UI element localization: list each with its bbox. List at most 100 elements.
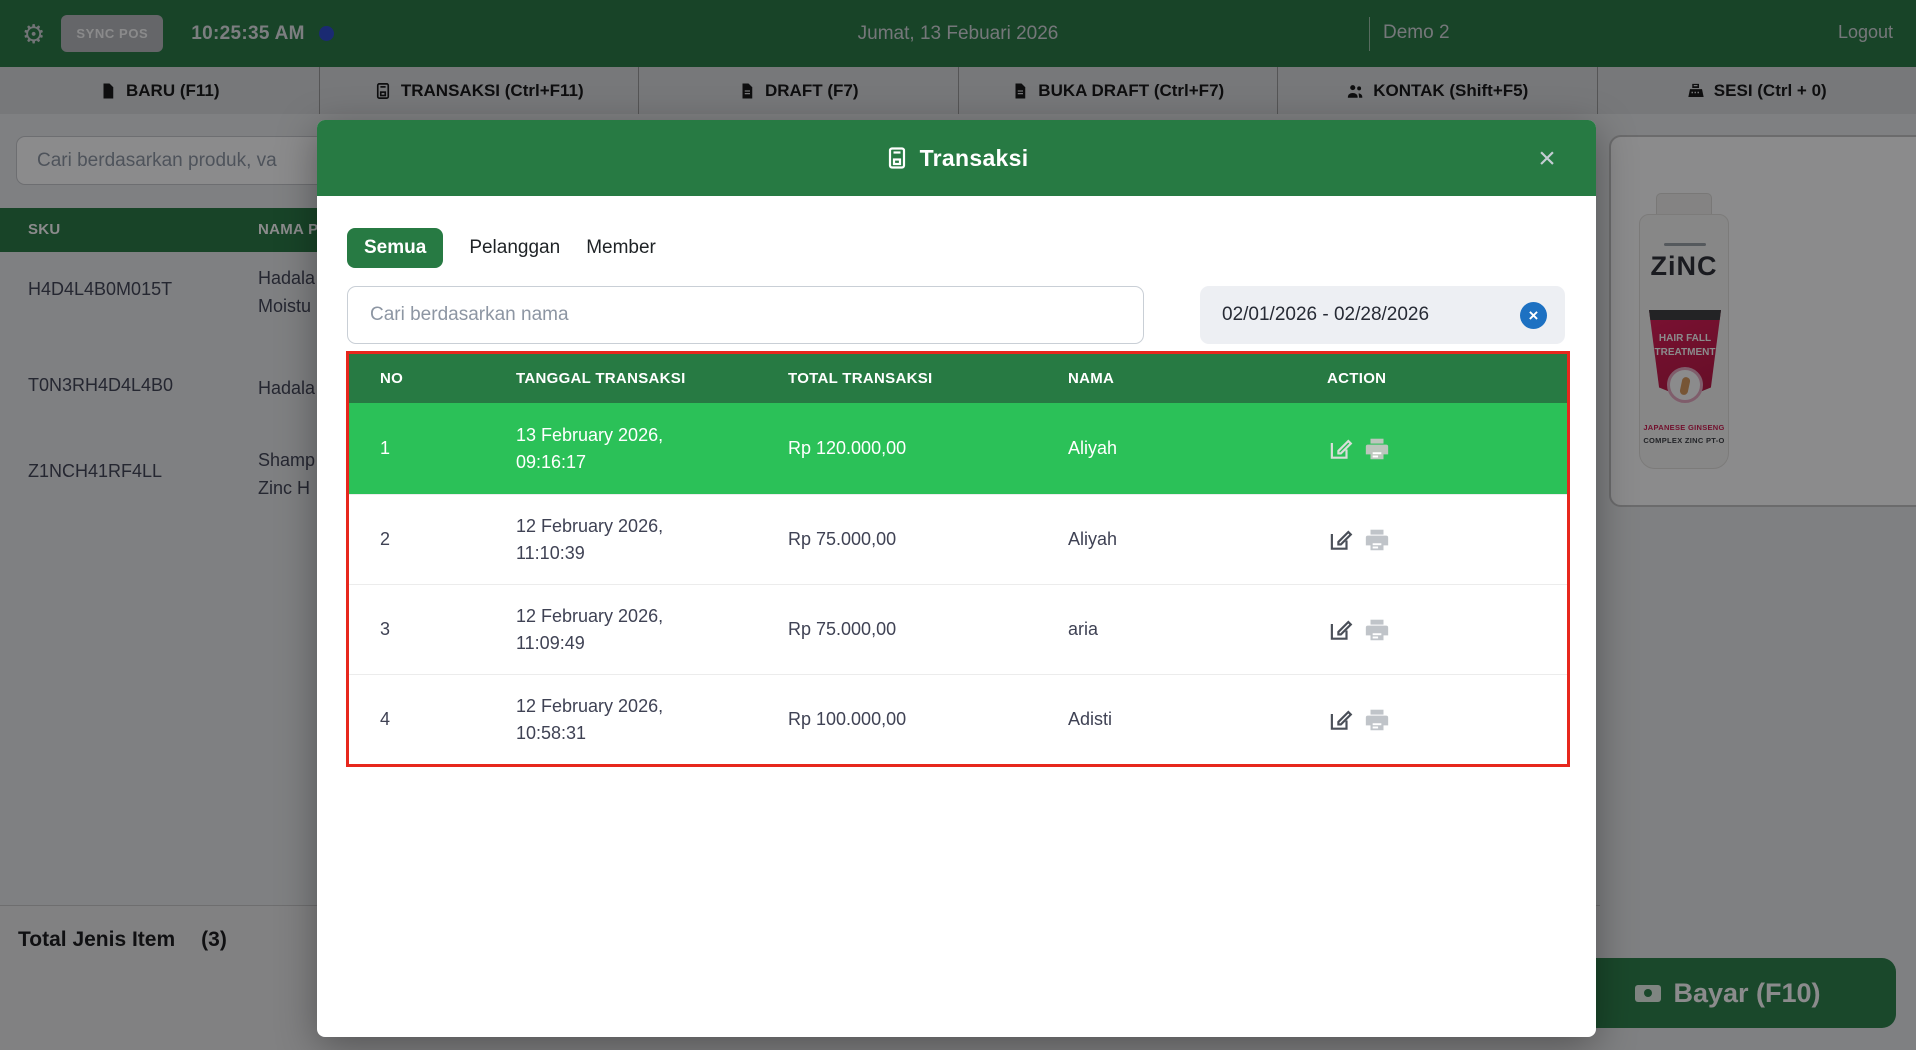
menu-label: SESI (Ctrl + 0) — [1713, 80, 1827, 100]
row-actions — [1327, 527, 1567, 553]
col-tanggal: TANGGAL TRANSAKSI — [516, 370, 686, 387]
col-nama: NAMA — [1068, 370, 1115, 387]
edit-icon[interactable] — [1327, 617, 1353, 643]
main-menu-bar: BARU (F11) TRANSAKSI (Ctrl+F11) DRAFT (F… — [0, 67, 1916, 114]
cell-no: 1 — [380, 438, 391, 458]
close-icon[interactable]: × — [1532, 144, 1562, 174]
transaction-row[interactable]: 3 12 February 2026, 11:09:49 Rp 75.000,0… — [349, 584, 1567, 674]
cell-date: 13 February 2026, 09:16:17 — [516, 424, 664, 472]
store-name: Demo 2 — [1383, 22, 1450, 43]
shampoo-bottle-image: ZiNC HAIR FALL TREATMENT JAPANESE GINSEN… — [1639, 193, 1729, 469]
date-range-picker[interactable]: 02/01/2026 - 02/28/2026 × — [1200, 286, 1565, 344]
open-draft-icon — [1015, 83, 1026, 98]
new-document-icon — [103, 83, 114, 98]
transaksi-modal: Transaksi × Semua Pelanggan Member 02/01… — [317, 120, 1596, 1037]
pay-button[interactable]: Bayar (F10) — [1560, 958, 1896, 1028]
cell-name: aria — [1068, 619, 1099, 639]
cell-date: 12 February 2026, 11:09:49 — [516, 605, 664, 653]
cell-total: Rp 75.000,00 — [788, 619, 897, 639]
transaction-row[interactable]: 1 13 February 2026, 09:16:17 Rp 120.000,… — [349, 403, 1567, 494]
menu-item-draft[interactable]: DRAFT (F7) — [639, 67, 959, 114]
transaction-row[interactable]: 2 12 February 2026, 11:10:39 Rp 75.000,0… — [349, 494, 1567, 584]
top-bar: ⚙ SYNC POS 10:25:35 AM Jumat, 13 Febuari… — [0, 0, 1916, 67]
edit-icon[interactable] — [1327, 527, 1353, 553]
product-search-placeholder: Cari berdasarkan produk, va — [37, 149, 277, 171]
status-indicator-dot — [318, 26, 334, 41]
cash-register-icon — [1688, 83, 1704, 97]
menu-item-kontak[interactable]: KONTAK (Shift+F5) — [1278, 67, 1598, 114]
ginseng-circle-graphic — [1667, 367, 1703, 403]
column-header-sku: SKU — [28, 221, 61, 238]
name-search-input[interactable] — [347, 286, 1144, 344]
col-no: NO — [380, 370, 404, 387]
product-sku: T0N3RH4D4L4B0 — [28, 375, 174, 395]
topbar-date: Jumat, 13 Febuari 2026 — [857, 22, 1059, 44]
product-name: Hadala — [258, 378, 316, 398]
cell-total: Rp 75.000,00 — [788, 529, 897, 549]
people-icon — [1348, 84, 1363, 98]
total-items-label: Total Jenis Item — [18, 928, 176, 951]
tab-pelanggan[interactable]: Pelanggan — [469, 228, 560, 268]
cell-total: Rp 120.000,00 — [788, 438, 907, 458]
product-image-card: ZiNC HAIR FALL TREATMENT JAPANESE GINSEN… — [1609, 135, 1916, 507]
cell-no: 3 — [380, 619, 391, 639]
print-icon[interactable] — [1364, 617, 1390, 643]
cell-name: Aliyah — [1068, 529, 1118, 549]
column-header-nama: NAMA PR — [258, 221, 330, 238]
menu-item-sesi[interactable]: SESI (Ctrl + 0) — [1598, 67, 1916, 114]
cell-no: 4 — [380, 709, 391, 729]
settings-gear-icon[interactable]: ⚙ — [22, 18, 46, 49]
col-total: TOTAL TRANSAKSI — [788, 370, 933, 387]
row-actions — [1327, 436, 1567, 462]
cell-date: 12 February 2026, 11:10:39 — [516, 515, 664, 563]
menu-label: BUKA DRAFT (Ctrl+F7) — [1038, 80, 1225, 100]
menu-item-transaksi[interactable]: TRANSAKSI (Ctrl+F11) — [320, 67, 639, 114]
card-terminal-icon — [376, 82, 389, 99]
cell-no: 2 — [380, 529, 391, 549]
product-sku: H4D4L4B0M015T — [28, 279, 173, 299]
cell-name: Adisti — [1068, 709, 1113, 729]
product-name: Shamp Zinc H — [258, 450, 316, 498]
tab-member[interactable]: Member — [586, 228, 656, 268]
clock-time: 10:25:35 AM — [191, 22, 305, 44]
modal-header: Transaksi × — [317, 120, 1596, 196]
bottle-subtext-1: JAPANESE GINSENG — [1643, 423, 1725, 432]
filter-tabs: Semua Pelanggan Member — [347, 228, 656, 268]
date-range-value: 02/01/2026 - 02/28/2026 — [1222, 304, 1430, 325]
pay-button-label: Bayar (F10) — [1673, 977, 1821, 1008]
menu-label: TRANSAKSI (Ctrl+F11) — [400, 80, 584, 100]
print-icon[interactable] — [1364, 707, 1390, 733]
menu-label: BARU (F11) — [125, 80, 220, 100]
row-actions — [1327, 617, 1567, 643]
tab-semua[interactable]: Semua — [347, 228, 444, 268]
total-items-count: (3) — [201, 928, 227, 951]
edit-icon[interactable] — [1327, 436, 1353, 462]
topbar-separator — [1369, 17, 1370, 51]
cell-total: Rp 100.000,00 — [788, 709, 907, 729]
bottle-body: ZiNC HAIR FALL TREATMENT JAPANESE GINSEN… — [1639, 214, 1729, 469]
col-action: ACTION — [1327, 370, 1387, 387]
clear-date-icon[interactable]: × — [1520, 301, 1547, 329]
label-band — [1649, 310, 1721, 320]
row-actions — [1327, 707, 1567, 733]
banknote-icon — [1635, 984, 1662, 1002]
sync-pos-button[interactable]: SYNC POS — [61, 15, 164, 52]
total-items-line: Total Jenis Item (3) — [18, 928, 227, 952]
cell-name: Aliyah — [1068, 438, 1118, 458]
menu-item-baru[interactable]: BARU (F11) — [0, 67, 320, 114]
print-icon[interactable] — [1364, 436, 1390, 462]
cell-date: 12 February 2026, 10:58:31 — [516, 695, 664, 743]
transactions-table-header: NO TANGGAL TRANSAKSI TOTAL TRANSAKSI NAM… — [349, 354, 1567, 403]
logout-link[interactable]: Logout — [1837, 22, 1893, 42]
bottle-subtext-2: COMPLEX ZINC PT-O — [1643, 436, 1725, 445]
menu-label: KONTAK (Shift+F5) — [1373, 80, 1529, 100]
edit-icon[interactable] — [1327, 707, 1353, 733]
menu-item-buka-draft[interactable]: BUKA DRAFT (Ctrl+F7) — [959, 67, 1278, 114]
bottle-small-print — [1664, 243, 1706, 246]
menu-label: DRAFT (F7) — [765, 80, 859, 100]
print-icon[interactable] — [1364, 527, 1390, 553]
product-name: Hadala Moistu — [258, 268, 316, 316]
card-terminal-icon — [888, 147, 905, 169]
transaction-row[interactable]: 4 12 February 2026, 10:58:31 Rp 100.000,… — [349, 674, 1567, 764]
